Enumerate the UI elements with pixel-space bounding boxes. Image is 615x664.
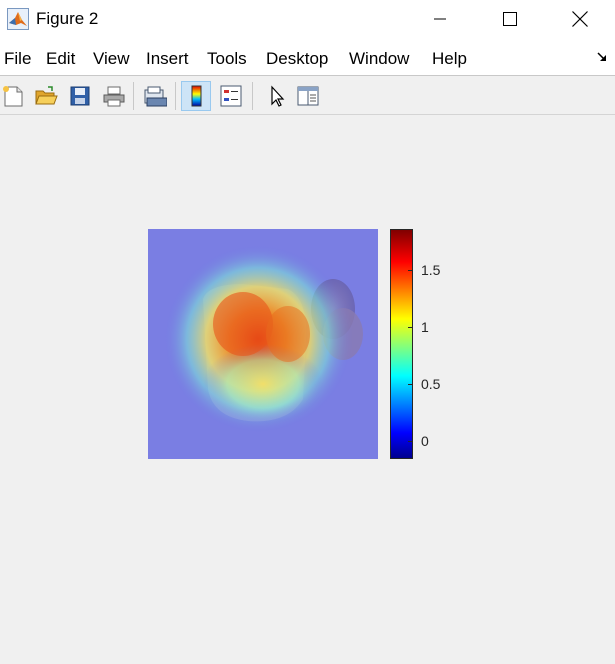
link-plot-button[interactable]: [140, 81, 170, 111]
matlab-logo-icon: [7, 8, 29, 30]
link-plot-icon: [144, 86, 167, 107]
save-button[interactable]: [65, 81, 95, 111]
colorbar-tick-mark: [408, 384, 412, 385]
toolbar: [0, 77, 615, 115]
insert-legend-button[interactable]: [216, 81, 246, 111]
menu-view[interactable]: View: [93, 49, 130, 68]
open-file-button[interactable]: [31, 81, 61, 111]
close-button[interactable]: [557, 0, 603, 38]
toolbar-separator: [133, 82, 134, 110]
colorbar[interactable]: [390, 229, 413, 459]
maximize-icon: [503, 12, 517, 26]
open-file-icon: [35, 86, 58, 105]
maximize-button[interactable]: [487, 0, 533, 38]
minimize-icon: [434, 18, 446, 20]
save-icon: [70, 86, 90, 106]
toolbar-separator: [175, 82, 176, 110]
colorbar-tick-mark: [408, 441, 412, 442]
menu-file[interactable]: File: [4, 49, 32, 68]
property-inspector-button[interactable]: [293, 81, 323, 111]
gradcam-overlay-image: [148, 229, 378, 459]
close-icon: [572, 11, 588, 27]
colorbar-gradient: [391, 230, 412, 458]
menu-edit[interactable]: Edit: [46, 49, 76, 68]
menu-insert[interactable]: Insert: [146, 49, 189, 68]
edit-plot-button[interactable]: [261, 81, 291, 111]
insert-colorbar-button[interactable]: [181, 81, 211, 111]
colorbar-tick-label: 0: [421, 433, 429, 449]
colorbar-tick-mark: [408, 270, 412, 271]
heatmap-image[interactable]: [148, 229, 378, 459]
property-inspector-icon: [297, 86, 319, 106]
toolbar-separator: [252, 82, 253, 110]
edit-plot-pointer-icon: [271, 85, 285, 107]
title-bar: Figure 2: [0, 0, 615, 38]
insert-colorbar-icon: [191, 85, 202, 107]
dock-arrow-icon[interactable]: [596, 50, 610, 64]
window-title: Figure 2: [36, 9, 99, 28]
menu-desktop[interactable]: Desktop: [266, 49, 329, 68]
menu-bar: File Edit View Insert Tools Desktop Wind…: [0, 38, 615, 76]
colorbar-tick-mark: [408, 327, 412, 328]
minimize-button[interactable]: [417, 0, 463, 38]
colorbar-tick-label: 1.5: [421, 262, 441, 278]
menu-tools[interactable]: Tools: [207, 49, 247, 68]
menu-window[interactable]: Window: [349, 49, 410, 68]
colorbar-tick-label: 1: [421, 319, 429, 335]
colorbar-tick-label: 0.5: [421, 376, 441, 392]
menu-help[interactable]: Help: [432, 49, 467, 68]
new-figure-button[interactable]: [0, 81, 28, 111]
insert-legend-icon: [220, 85, 242, 107]
print-button[interactable]: [99, 81, 129, 111]
print-icon: [103, 86, 125, 107]
new-figure-icon: [3, 86, 23, 107]
